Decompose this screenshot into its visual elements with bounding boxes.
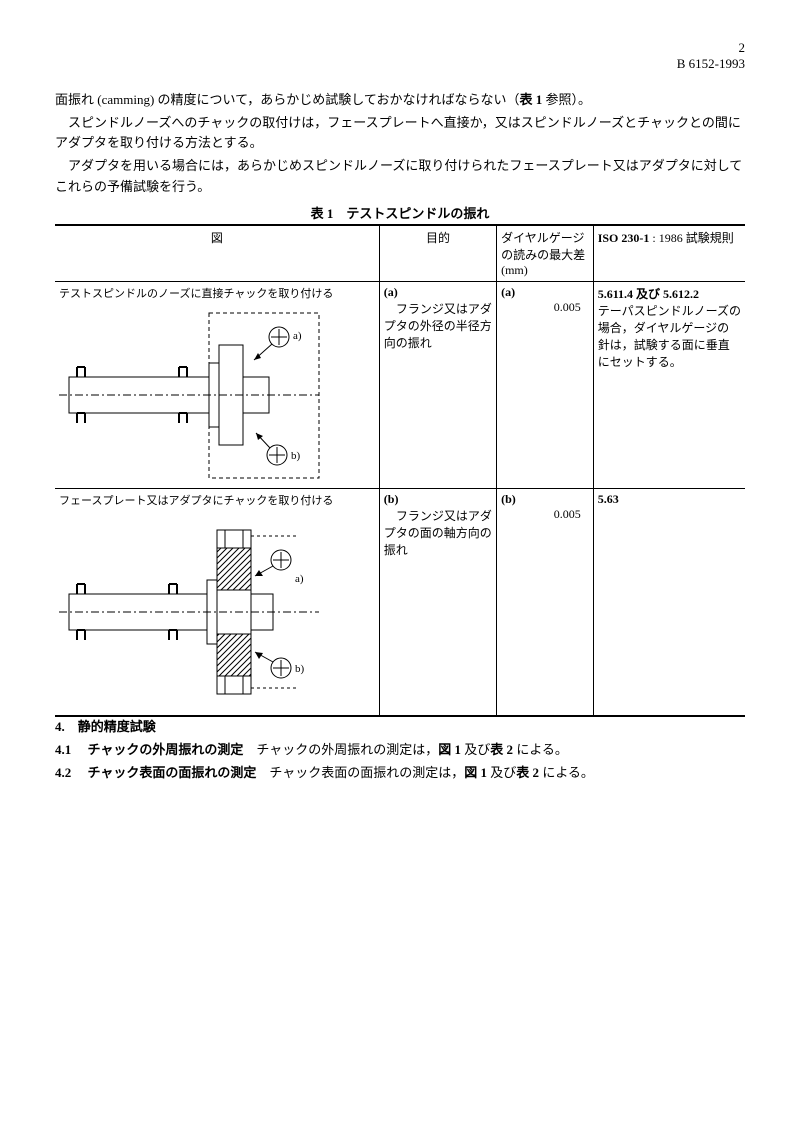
section-4-1: 4.1 チャックの外周振れの測定 チャックの外周振れの測定は，図 1 及び表 2… [55,740,745,760]
standard-number: B 6152-1993 [55,56,745,72]
table1-row-b: フェースプレート又はアダプタにチャックを取り付ける [55,488,745,716]
p1-text-b: 参照）。 [542,92,591,107]
s42-num: 4.2 [55,765,71,780]
s41-num: 4.1 [55,742,71,757]
table1-b-tag: (b) [384,492,399,506]
s41-body-a: チャックの外周振れの測定は， [243,742,438,757]
table1-b-ref-bold: 5.63 [598,492,619,506]
s41-mid: 及び [461,742,490,757]
table1-a-ref-bold: 5.611.4 及び 5.612.2 [598,287,699,301]
s42-end: による。 [539,765,594,780]
table1-h2: 目的 [379,225,496,282]
paragraph-3: アダプタを用いる場合には，あらかじめスピンドルノーズに取り付けられたフェースプレ… [55,156,745,196]
svg-text:a): a) [295,573,304,585]
s41-end: による。 [513,742,568,757]
p1-text-a: 面振れ (camming) の精度について，あらかじめ試験しておかなければならな… [55,92,519,107]
table1-a-value-cell: (a) 0.005 [497,281,594,488]
table1-title: 表 1 テストスピンドルの振れ [55,203,745,222]
spindle-diagram-a-icon: a) b) [59,305,329,485]
s42-mid: 及び [487,765,516,780]
s42-title: チャック表面の面振れの測定 [88,765,257,780]
paragraph-1: 面振れ (camming) の精度について，あらかじめ試験しておかなければならな… [55,90,745,110]
s41-title: チャックの外周振れの測定 [88,742,244,757]
table1-h1: 図 [55,225,379,282]
table1-row-a: テストスピンドルのノーズに直接チャックを取り付ける [55,281,745,488]
spindle-diagram-b-icon: a) b) [59,512,329,712]
s41-bold2: 表 2 [490,742,513,757]
table1-b-purpose-text: フランジ又はアダプタの面の軸方向の振れ [384,509,492,557]
table1-h3: ダイヤルゲージの読みの最大差 (mm) [497,225,594,282]
svg-text:a): a) [293,330,302,342]
paragraph-2: スピンドルノーズへのチャックの取付けは，フェースプレートへ直接か，又はスピンドル… [55,113,745,153]
table1-b-purpose: (b) フランジ又はアダプタの面の軸方向の振れ [379,488,496,716]
table1-b-ref: 5.63 [593,488,745,716]
s42-bold2: 表 2 [516,765,539,780]
section-4-head: 4. 静的精度試験 [55,717,745,737]
table1-a-tag: (a) [384,285,398,299]
table1: 図 目的 ダイヤルゲージの読みの最大差 (mm) ISO 230-1 : 198… [55,224,745,717]
table1-a-figure-cell: テストスピンドルのノーズに直接チャックを取り付ける [55,281,379,488]
table1-a-ref: 5.611.4 及び 5.612.2 テーパスピンドルノーズの場合，ダイヤルゲー… [593,281,745,488]
table1-b-value-cell: (b) 0.005 [497,488,594,716]
page-number: 2 [55,40,745,56]
table1-b-caption: フェースプレート又はアダプタにチャックを取り付ける [59,492,375,508]
table1-a-value: 0.005 [501,300,589,315]
table1-h4-rest: : 1986 試験規則 [649,231,733,245]
p1-ref-bold: 表 1 [519,92,542,107]
section-4-2: 4.2 チャック表面の面振れの測定 チャック表面の面振れの測定は，図 1 及び表… [55,763,745,783]
table1-h4-bold: ISO 230-1 [598,231,650,245]
table1-h4: ISO 230-1 : 1986 試験規則 [593,225,745,282]
table1-a-ref-text: テーパスピンドルノーズの場合，ダイヤルゲージの針は，試験する面に垂直にセットする… [598,304,741,369]
page-header: 2 B 6152-1993 [55,40,745,72]
svg-text:b): b) [291,450,301,462]
table1-b-value: 0.005 [501,507,589,522]
s41-bold1: 図 1 [438,742,461,757]
svg-text:b): b) [295,663,305,675]
table1-a-caption: テストスピンドルのノーズに直接チャックを取り付ける [59,285,375,301]
table1-a-val-tag: (a) [501,285,515,299]
s42-body-a: チャック表面の面振れの測定は， [256,765,464,780]
table1-b-figure-cell: フェースプレート又はアダプタにチャックを取り付ける [55,488,379,716]
table1-header-row: 図 目的 ダイヤルゲージの読みの最大差 (mm) ISO 230-1 : 198… [55,225,745,282]
table1-b-val-tag: (b) [501,492,516,506]
table1-a-purpose-text: フランジ又はアダプタの外径の半径方向の振れ [384,302,492,350]
s42-bold1: 図 1 [464,765,487,780]
table1-a-purpose: (a) フランジ又はアダプタの外径の半径方向の振れ [379,281,496,488]
